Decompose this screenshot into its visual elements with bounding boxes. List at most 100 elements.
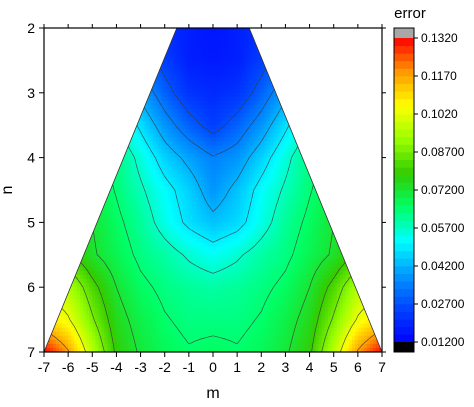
contour-cell: [333, 242, 338, 248]
contour-cell: [297, 271, 302, 276]
contour-cell: [164, 315, 169, 321]
contour-cell: [113, 307, 118, 313]
contour-cell: [116, 258, 121, 264]
contour-cell: [258, 202, 262, 207]
contour-cell: [216, 226, 220, 232]
contour-cell: [116, 266, 121, 272]
contour-cell: [203, 96, 208, 102]
contour-cell: [243, 169, 247, 175]
contour-cell: [222, 226, 226, 232]
contour-cell: [222, 52, 226, 57]
contour-cell: [258, 275, 262, 280]
contour-cell: [149, 161, 154, 167]
contour-cell: [252, 64, 256, 70]
contour-cell: [59, 315, 63, 321]
contour-cell: [86, 250, 90, 256]
contour-cell: [282, 226, 287, 232]
contour-cell: [158, 161, 163, 167]
contour-cell: [140, 307, 145, 313]
contour-cell: [246, 246, 250, 252]
contour-cell: [203, 230, 208, 236]
contour-cell: [330, 246, 335, 252]
contour-cell: [243, 48, 247, 53]
contour-cell: [134, 246, 139, 252]
contour-cell: [134, 181, 139, 187]
contour-cell: [213, 32, 217, 37]
contour-cell: [213, 234, 217, 240]
contour-cell: [249, 226, 253, 232]
contour-cell: [119, 315, 124, 321]
contour-cell: [225, 254, 229, 260]
contour-cell: [203, 177, 208, 183]
contour-cell: [213, 291, 217, 296]
contour-cell: [228, 258, 232, 264]
contour-cell: [219, 311, 223, 317]
contour-cell: [261, 133, 265, 138]
contour-cell: [216, 104, 220, 110]
contour-cell: [152, 165, 157, 171]
contour-cell: [164, 125, 169, 130]
contour-cell: [213, 56, 217, 61]
contour-cell: [339, 266, 344, 272]
contour-cell: [59, 323, 63, 329]
contour-cell: [104, 315, 108, 321]
contour-cell: [110, 266, 115, 272]
contour-cell: [149, 275, 154, 280]
contour-cell: [152, 315, 157, 321]
contour-cell: [80, 262, 84, 268]
contour-cell: [98, 234, 102, 240]
contour-cell: [234, 72, 238, 78]
contour-cell: [179, 52, 184, 57]
contour-cell: [225, 117, 229, 122]
contour-cell: [152, 161, 157, 167]
contour-cell: [351, 299, 356, 304]
contour-cell: [185, 64, 190, 70]
contour-cell: [270, 214, 274, 219]
contour-cell: [231, 250, 235, 256]
contour-cell: [222, 109, 226, 114]
contour-cell: [243, 234, 247, 240]
contour-cell: [203, 222, 208, 228]
contour-cell: [255, 307, 259, 313]
contour-cell: [291, 295, 296, 300]
contour-cell: [161, 275, 166, 280]
contour-cell: [288, 275, 293, 280]
contour-cell: [240, 32, 244, 37]
contour-cell: [128, 185, 133, 191]
contour-cell: [231, 104, 235, 110]
contour-cell: [315, 218, 320, 223]
contour-cell: [246, 80, 250, 86]
contour-cell: [321, 242, 326, 248]
contour-cell: [237, 165, 241, 171]
contour-cell: [185, 153, 190, 159]
contour-cell: [246, 275, 250, 280]
contour-cell: [197, 271, 202, 276]
contour-cell: [182, 214, 187, 219]
contour-cell: [249, 250, 253, 256]
contour-cell: [200, 250, 205, 256]
contour-cell: [164, 287, 169, 292]
contour-cell: [276, 88, 280, 94]
contour-cell: [140, 295, 145, 300]
contour-cell: [330, 222, 335, 228]
contour-cell: [125, 161, 130, 167]
contour-cell: [80, 250, 84, 256]
contour-cell: [188, 52, 193, 57]
contour-cell: [222, 117, 226, 122]
contour-cell: [104, 218, 108, 223]
contour-cell: [143, 258, 148, 264]
contour-cell: [270, 275, 274, 280]
contour-cell: [179, 283, 184, 288]
contour-cell: [119, 283, 124, 288]
contour-cell: [191, 56, 196, 61]
contour-cell: [327, 214, 332, 219]
contour-cell: [203, 64, 208, 70]
contour-cell: [173, 271, 178, 276]
contour-cell: [131, 311, 136, 317]
contour-cell: [222, 271, 226, 276]
contour-cell: [197, 198, 202, 203]
contour-cell: [252, 56, 256, 61]
contour-cell: [222, 113, 226, 118]
contour-cell: [185, 137, 190, 142]
contour-cell: [276, 113, 280, 118]
